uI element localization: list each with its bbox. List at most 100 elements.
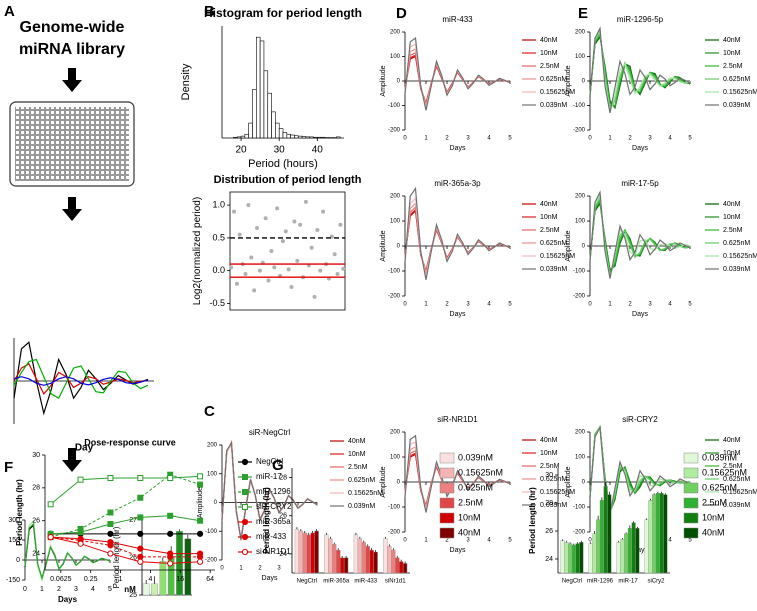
y-axis-label: Amplitude <box>197 487 204 518</box>
scatter-point <box>332 252 337 257</box>
bar <box>395 557 400 574</box>
x-axis-label: Day <box>75 443 94 454</box>
legend-label: 0.15625nM <box>348 490 383 497</box>
y-tick-label: 0.5 <box>212 232 225 242</box>
x-axis-label: Days <box>450 145 466 152</box>
bar <box>324 534 329 574</box>
point-marker <box>196 553 204 560</box>
x-tick-label: 3 <box>466 136 470 142</box>
bar <box>607 494 612 574</box>
x-tick-label: 0 <box>23 586 27 593</box>
point-marker <box>137 553 144 560</box>
x-tick-label: 3 <box>648 136 652 142</box>
scatter-point <box>275 206 280 211</box>
point-marker <box>77 525 84 532</box>
scatter-point <box>243 271 248 276</box>
histogram-bar <box>297 135 303 139</box>
x-tick-label: 2 <box>57 586 61 593</box>
chart-title: siR-NR1D1 <box>437 415 478 424</box>
legend-swatch <box>683 482 699 494</box>
bar <box>575 543 580 574</box>
panel-label: A <box>4 3 15 20</box>
point-marker <box>77 476 84 483</box>
plot-frame <box>229 191 346 311</box>
point-marker <box>167 560 174 567</box>
legend-swatch <box>683 467 699 479</box>
bar <box>357 538 363 574</box>
x-axis-label: Period (hours) <box>248 158 318 170</box>
legend-swatch <box>683 527 699 539</box>
x-tick-label: 0 <box>403 302 407 308</box>
point-marker <box>167 553 174 560</box>
bar <box>635 528 640 574</box>
scatter-point <box>283 229 288 234</box>
series-line <box>404 48 511 108</box>
histogram-bar <box>263 70 269 139</box>
legend-label: 0.625nM <box>458 482 493 492</box>
y-axis-label: Amplitude <box>380 65 387 96</box>
y-tick-label: 0 <box>582 79 586 85</box>
y-tick-label: 26 <box>32 518 40 525</box>
legend-label: 0.039nM <box>458 452 493 462</box>
histogram-bar <box>248 122 253 139</box>
y-tick-label: -100 <box>388 269 401 275</box>
point-marker <box>107 521 114 527</box>
y-tick-label: 0.0 <box>212 265 225 275</box>
y-axis-label: Period length (hr) <box>15 479 24 546</box>
histogram-bar <box>336 136 341 139</box>
x-tick-label: 5 <box>508 136 512 142</box>
y-tick-label: 200 <box>390 430 401 436</box>
histogram-bar <box>267 92 272 139</box>
y-tick-label: 150 <box>8 537 20 544</box>
bar <box>302 532 307 574</box>
scatter-point <box>246 203 251 208</box>
y-tick-label: 100 <box>390 219 401 225</box>
histogram-bar <box>320 136 326 139</box>
x-tick-label: 5 <box>688 302 692 308</box>
x-tick-label: 2 <box>258 566 262 572</box>
x-tick-label: 5 <box>108 586 112 593</box>
x-tick-label: miR-1296 <box>587 579 614 585</box>
series-line <box>404 209 511 274</box>
x-tick-label: 5 <box>508 538 512 544</box>
point-marker <box>47 534 54 541</box>
y-tick-label: 0 <box>397 480 401 486</box>
legend-label: miR-1296 <box>256 487 291 496</box>
legend-label: 10nM <box>348 451 366 458</box>
bar <box>314 530 319 574</box>
y-tick-label: -100 <box>573 103 586 109</box>
legend-label: 0.15625nM <box>723 89 757 96</box>
bar <box>588 543 593 574</box>
legend-label: si-NR1D1 <box>256 547 291 556</box>
x-tick-label: 2 <box>445 136 449 142</box>
bar <box>603 486 608 574</box>
y-tick-label: 28 <box>32 485 40 492</box>
y-tick-label: 24 <box>279 551 287 558</box>
chart-title: miR-365a-3p <box>434 179 481 188</box>
x-tick-label: 1 <box>119 576 123 583</box>
legend-swatch <box>683 512 699 524</box>
legend-label: 0.039nM <box>348 503 375 510</box>
y-tick-label: 26 <box>545 528 553 535</box>
x-tick-label: 1 <box>40 586 44 593</box>
x-axis-label: Days <box>58 595 78 604</box>
legend-label: NegCtrl <box>256 457 283 466</box>
legend-label: 0.039nM <box>723 502 750 509</box>
x-tick-label: 2 <box>628 136 632 142</box>
y-tick-label: 26 <box>279 513 287 520</box>
legend-label: miR-365a <box>256 517 291 526</box>
scatter-point <box>292 219 297 224</box>
legend-label: 0.039nM <box>702 452 737 462</box>
bar <box>306 534 311 574</box>
scatter-point <box>266 278 271 283</box>
series-line <box>404 202 511 275</box>
point-marker <box>167 512 174 519</box>
histogram-bar <box>240 135 246 139</box>
legend-label: 0.039nM <box>723 102 750 109</box>
bar <box>592 533 597 574</box>
scatter-point <box>252 288 257 293</box>
chart-title: Histogram for period length <box>204 6 362 20</box>
x-tick-label: 4 <box>91 586 95 593</box>
chart-title: Dose-response curve <box>84 437 176 447</box>
legend-label: 10nM <box>702 512 725 522</box>
